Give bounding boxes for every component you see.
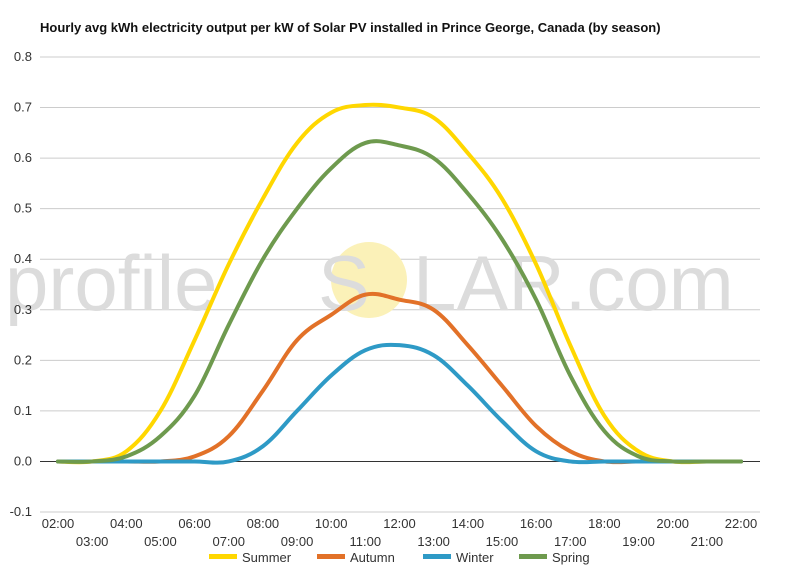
x-axis: 02:0003:0004:0005:0006:0007:0008:0009:00… [42,516,758,549]
y-tick-label: 0.8 [14,49,32,64]
legend-label: Summer [242,550,292,565]
x-tick-label: 04:00 [110,516,143,531]
legend-swatch [519,554,547,559]
x-tick-label: 21:00 [691,534,724,549]
y-tick-label: 0.1 [14,403,32,418]
x-tick-label: 16:00 [520,516,553,531]
x-tick-label: 11:00 [350,534,382,549]
watermark-text-mid: S [318,239,370,327]
legend-swatch [423,554,451,559]
x-tick-label: 08:00 [247,516,280,531]
x-tick-label: 09:00 [281,534,314,549]
y-tick-label: 0.4 [14,251,32,266]
x-tick-label: 22:00 [725,516,758,531]
watermark-sun-icon [331,242,407,318]
x-tick-label: 13:00 [417,534,450,549]
x-tick-label: 20:00 [656,516,689,531]
x-tick-label: 18:00 [588,516,621,531]
x-tick-label: 06:00 [178,516,211,531]
y-tick-label: 0.7 [14,100,32,115]
legend-label: Autumn [350,550,395,565]
x-tick-label: 14:00 [452,516,485,531]
x-tick-label: 15:00 [486,534,519,549]
y-axis: 0.8 0.7 0.6 0.5 0.4 0.3 0.2 0.1 0.0 -0.1 [10,49,32,519]
series-lines [56,102,743,465]
x-tick-label: 07:00 [212,534,245,549]
legend: Summer Autumn Winter Spring [209,550,590,565]
watermark-text-right: LAR.com [413,239,734,327]
chart-title: Hourly avg kWh electricity output per kW… [40,20,661,35]
y-tick-label: 0.6 [14,150,32,165]
y-tick-label: -0.1 [10,504,32,519]
y-tick-label: 0.2 [14,352,32,367]
x-tick-label: 05:00 [144,534,177,549]
legend-label: Winter [456,550,494,565]
watermark: profile S O LAR.com [5,239,734,327]
x-tick-label: 12:00 [383,516,416,531]
x-tick-label: 19:00 [622,534,655,549]
y-tick-label: 0.5 [14,201,32,216]
x-tick-label: 17:00 [554,534,587,549]
watermark-text-mid2: O [345,239,406,327]
x-tick-label: 10:00 [315,516,348,531]
y-tick-label: 0.3 [14,302,32,317]
x-tick-label: 03:00 [76,534,109,549]
legend-label: Spring [552,550,590,565]
series-line-winter [56,342,743,465]
legend-swatch [317,554,345,559]
watermark-text-left: profile [5,239,217,327]
series-line-summer [56,102,743,465]
series-line-spring [56,139,743,464]
y-tick-label: 0.0 [14,453,32,468]
legend-swatch [209,554,237,559]
x-tick-label: 02:00 [42,516,75,531]
